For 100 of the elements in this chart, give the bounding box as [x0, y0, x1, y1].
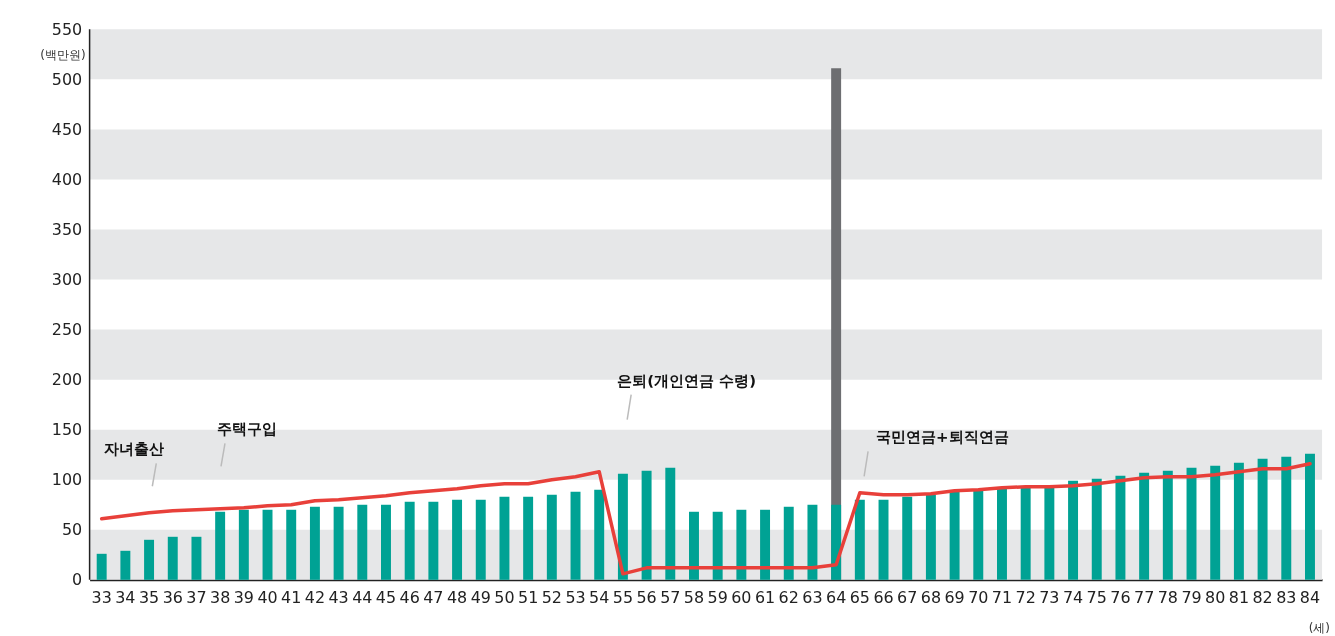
x-tick-label: 78 — [1157, 588, 1178, 608]
x-tick-label: 40 — [257, 588, 278, 608]
bar — [997, 487, 1007, 580]
bar — [641, 470, 652, 580]
x-tick-label: 73 — [1039, 588, 1060, 608]
bar — [262, 509, 273, 580]
bar — [1233, 462, 1244, 580]
x-tick-label: 33 — [91, 588, 112, 608]
line-series — [99, 461, 1312, 576]
annotation: 은퇴(개인연금 수령) — [617, 371, 757, 390]
x-tick-label: 44 — [352, 588, 373, 608]
bar — [333, 506, 344, 580]
x-tick-label: 51 — [518, 588, 539, 608]
x-tick-label: 76 — [1110, 588, 1131, 608]
y-tick-label: 350 — [51, 219, 83, 239]
y-tick-label: 0 — [72, 570, 83, 590]
bar — [831, 504, 842, 580]
x-tick-label: 61 — [754, 588, 776, 608]
bar — [167, 536, 178, 580]
bar — [215, 511, 226, 580]
y-tick-label: 150 — [51, 420, 83, 440]
x-tick-label: 50 — [494, 588, 515, 608]
bar — [1281, 456, 1292, 580]
bar — [144, 539, 155, 580]
x-tick-label: 45 — [375, 588, 397, 608]
bar — [1257, 458, 1268, 580]
bar — [1115, 475, 1126, 580]
bar — [96, 553, 107, 580]
bar — [949, 491, 960, 580]
y-tick-label: 250 — [51, 320, 83, 340]
y-tick-label: 450 — [51, 119, 83, 139]
x-tick-label: 66 — [873, 588, 894, 608]
x-tick-label: 54 — [589, 588, 610, 608]
bar — [736, 509, 747, 580]
y-tick-label: 550 — [51, 19, 83, 39]
bar — [594, 489, 605, 580]
x-tick-label: 69 — [944, 588, 965, 608]
bar — [1068, 480, 1079, 580]
x-tick-label: 55 — [612, 588, 634, 608]
x-axis-title: (세) — [1308, 620, 1331, 635]
y-tick-label: 500 — [51, 69, 83, 89]
x-tick-label: 63 — [802, 588, 823, 608]
bar — [854, 499, 865, 580]
x-tick-label: 41 — [281, 588, 302, 608]
x-tick-label: 39 — [233, 588, 254, 608]
annotation: 주택구입 — [217, 420, 278, 439]
x-tick-label: 84 — [1299, 588, 1321, 608]
bar — [404, 501, 415, 580]
x-tick-label: 72 — [1015, 588, 1036, 608]
x-tick-label: 77 — [1134, 588, 1155, 608]
bar — [309, 506, 320, 580]
bar — [452, 499, 463, 580]
x-tick-label: 80 — [1205, 588, 1226, 608]
x-tick-label: 81 — [1228, 588, 1250, 608]
x-tick-label: 82 — [1252, 588, 1273, 608]
bar — [286, 509, 297, 580]
x-tick-label: 34 — [115, 588, 136, 608]
x-tick-label: 35 — [138, 588, 160, 608]
bar — [381, 504, 391, 580]
bar — [357, 504, 368, 580]
bar — [475, 499, 486, 580]
bar — [191, 536, 202, 580]
x-tick-label: 67 — [897, 588, 918, 608]
x-tick-label: 56 — [636, 588, 657, 608]
bar — [120, 550, 131, 580]
x-tick-label: 57 — [660, 588, 681, 608]
x-tick-label: 36 — [162, 588, 183, 608]
bar — [499, 496, 510, 580]
bar — [1305, 453, 1315, 580]
bar — [973, 489, 984, 580]
bar — [783, 506, 794, 580]
x-tick-label: 83 — [1276, 588, 1297, 608]
x-tick-label: 47 — [423, 588, 444, 608]
bar — [760, 509, 771, 580]
x-tick-label: 49 — [470, 588, 491, 608]
x-tick-label: 79 — [1181, 588, 1202, 608]
annotation: 국민연금+퇴직연금 — [876, 428, 1009, 447]
y-tick-label: 200 — [51, 370, 83, 390]
y-tick-label: 50 — [61, 520, 83, 540]
bar — [665, 467, 676, 580]
bar — [1044, 485, 1055, 580]
x-tick-label: 53 — [565, 588, 586, 608]
x-tick-label: 37 — [186, 588, 207, 608]
annotation: 자녀출산 — [103, 440, 164, 459]
bar — [925, 494, 936, 580]
x-tick-label: 68 — [920, 588, 942, 608]
x-tick-label: 74 — [1062, 588, 1084, 608]
bar — [1020, 487, 1031, 580]
bar — [1162, 470, 1173, 580]
x-tick-label: 60 — [731, 588, 752, 608]
x-tick-label: 70 — [968, 588, 989, 608]
bar — [902, 496, 913, 580]
x-tick-label: 52 — [541, 588, 562, 608]
x-tick-label: 42 — [304, 588, 326, 608]
bar — [546, 494, 557, 580]
y-tick-label: 100 — [51, 470, 83, 490]
bar — [712, 511, 723, 580]
bar — [523, 496, 534, 580]
x-tick-label: 64 — [826, 588, 847, 608]
x-tick-label: 48 — [446, 588, 468, 608]
